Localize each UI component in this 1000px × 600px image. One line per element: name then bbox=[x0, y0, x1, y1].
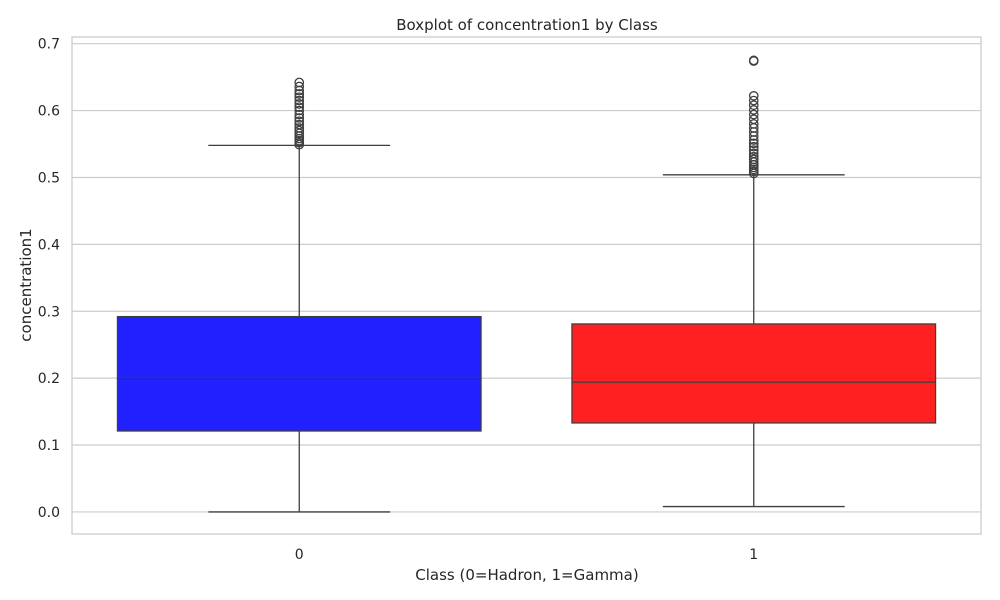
outlier-point bbox=[294, 89, 305, 99]
outlier-point bbox=[294, 95, 305, 106]
outlier-point bbox=[294, 109, 305, 120]
outlier-point bbox=[748, 154, 759, 165]
outlier-point bbox=[294, 77, 305, 88]
outlier-point bbox=[294, 116, 305, 127]
outlier-point bbox=[748, 109, 759, 120]
boxes-group bbox=[116, 55, 937, 513]
outlier-point bbox=[294, 99, 305, 109]
outlier-point bbox=[294, 105, 305, 116]
x-tick-label: 1 bbox=[749, 547, 758, 563]
chart-title: Boxplot of concentration1 by Class bbox=[396, 16, 658, 34]
outlier-point bbox=[294, 81, 305, 92]
y-axis-label: concentration1 bbox=[17, 228, 35, 341]
box-iqr bbox=[116, 315, 482, 432]
y-tick-label: 0.6 bbox=[38, 104, 60, 120]
grid-lines bbox=[72, 43, 981, 513]
y-tick-label: 0.0 bbox=[38, 505, 60, 521]
outlier-point bbox=[748, 91, 759, 101]
outlier-point bbox=[294, 123, 305, 133]
outlier-point bbox=[748, 114, 759, 125]
plot-frame bbox=[71, 36, 982, 535]
box-iqr bbox=[571, 323, 937, 424]
outlier-point bbox=[748, 105, 759, 115]
outlier-point bbox=[748, 55, 759, 66]
box-group-1 bbox=[571, 55, 937, 508]
y-tick-label: 0.7 bbox=[38, 37, 60, 53]
outlier-point bbox=[294, 119, 305, 130]
y-tick-labels: 0.0 0.1 0.2 0.3 0.4 0.5 0.6 0.7 bbox=[38, 37, 60, 521]
outlier-point bbox=[748, 148, 759, 159]
outlier-point bbox=[748, 145, 759, 155]
outlier-point bbox=[748, 141, 759, 152]
y-tick-label: 0.5 bbox=[38, 170, 60, 186]
y-tick-label: 0.4 bbox=[38, 237, 60, 253]
outlier-point bbox=[294, 113, 305, 123]
outlier-point bbox=[294, 125, 305, 136]
outlier-point bbox=[748, 138, 759, 149]
outlier-point bbox=[294, 102, 305, 113]
y-tick-label: 0.1 bbox=[38, 438, 60, 454]
outlier-point bbox=[748, 119, 759, 129]
outlier-point bbox=[748, 151, 759, 162]
x-tick-label: 0 bbox=[295, 547, 304, 563]
outlier-point bbox=[748, 95, 759, 106]
y-tick-label: 0.2 bbox=[38, 371, 60, 387]
outlier-point bbox=[294, 92, 305, 103]
box-group-0 bbox=[116, 77, 482, 513]
y-tick-label: 0.3 bbox=[38, 304, 60, 320]
x-axis-label: Class (0=Hadron, 1=Gamma) bbox=[415, 566, 638, 584]
outlier-point bbox=[748, 100, 759, 111]
